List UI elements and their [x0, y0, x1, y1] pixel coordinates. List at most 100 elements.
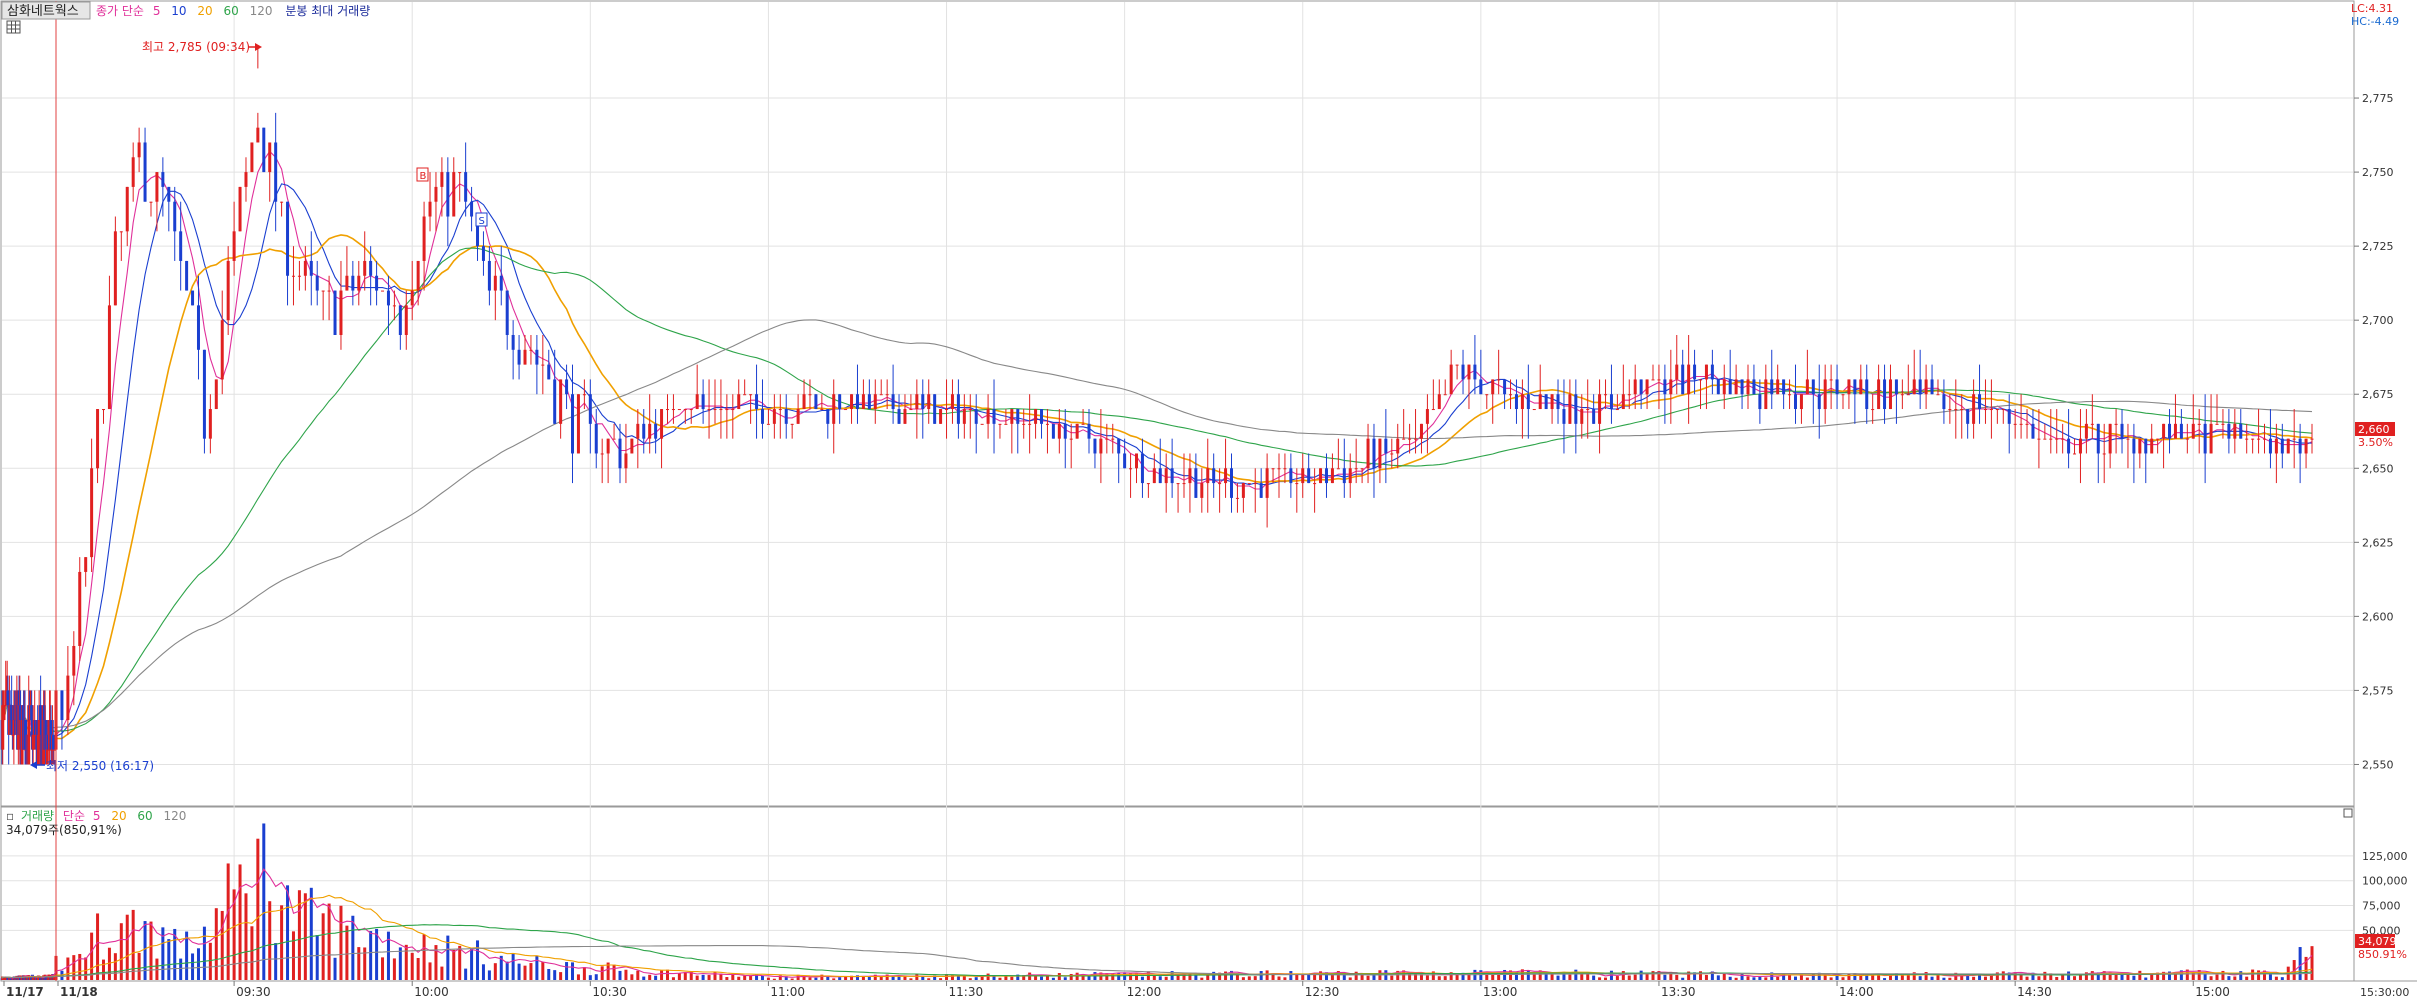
candle-body: [642, 423, 646, 439]
candle-body: [606, 438, 610, 454]
volume-panel-toggle-icon[interactable]: [2343, 808, 2353, 818]
volume-bar: [1307, 973, 1311, 980]
volume-bar: [1514, 972, 1518, 980]
volume-bar: [1592, 975, 1596, 980]
candle-body: [660, 409, 664, 439]
volume-bar: [250, 926, 254, 980]
volume-bar: [381, 957, 385, 980]
axes: 2,550 2,575 2,600 2,625 2,650 2,675 2,700 2,725…: [3, 92, 2408, 999]
volume-bar: [1960, 975, 1964, 980]
candle-body: [1532, 409, 1536, 411]
candle-body: [1764, 379, 1768, 410]
volume-bar: [2162, 971, 2166, 980]
volume-label: 거래량: [21, 809, 54, 823]
candle-body: [2078, 438, 2082, 454]
candle-body: [1473, 364, 1477, 380]
candle-body: [1271, 468, 1275, 470]
candle-body: [689, 409, 693, 411]
candle-body: [1307, 468, 1311, 484]
volume-bar: [1218, 972, 1222, 980]
candle-body: [974, 409, 978, 424]
candle-body: [1028, 423, 1032, 425]
volume-bar: [535, 955, 539, 980]
candle-body: [173, 201, 177, 232]
volume-bar: [1699, 971, 1703, 980]
candle-body: [167, 186, 171, 202]
volume-badge: [2355, 934, 2395, 948]
volume-bar: [974, 977, 978, 980]
volume-bar: [1408, 973, 1412, 980]
candle-body: [339, 290, 343, 335]
candle-body: [1010, 409, 1014, 424]
candle-body: [950, 394, 954, 410]
time-tick-label: 10:30: [592, 985, 627, 999]
volume-bar: [986, 973, 990, 980]
symbol-tab[interactable]: [1, 1, 91, 20]
candle-body: [921, 394, 925, 410]
candle-body: [648, 423, 652, 439]
candle-body: [671, 409, 675, 411]
candle-body: [30, 705, 34, 721]
volume-bar: [1348, 977, 1352, 980]
candle-body: [2239, 423, 2243, 439]
volume-bar: [1437, 976, 1441, 980]
volume-bar: [1835, 975, 1839, 980]
volume-bar: [291, 931, 295, 980]
candle-body: [1633, 379, 1637, 395]
volume-bar: [149, 921, 153, 980]
volume-bar: [262, 823, 266, 980]
candle-body: [2203, 423, 2207, 454]
hc-label: HC:-4.49: [2351, 15, 2399, 28]
candle-body: [1253, 483, 1257, 485]
price-tick-label: 2,750: [2362, 166, 2394, 179]
candle-body: [1918, 379, 1922, 395]
volume-bar: [2197, 970, 2201, 980]
volume-bar: [1883, 978, 1887, 980]
candle-body: [481, 246, 485, 261]
volume-bar: [1859, 975, 1863, 980]
candle-body: [2251, 438, 2255, 440]
volume-bar: [2132, 975, 2136, 980]
candle-body: [2156, 438, 2160, 440]
price-tick-label: 2,550: [2362, 758, 2394, 771]
candle-body: [4, 690, 8, 706]
candle-body: [1408, 438, 1412, 440]
candle-body: [1330, 468, 1334, 484]
candle-body: [1657, 379, 1661, 381]
candle-body: [1859, 379, 1863, 395]
candle-body: [1770, 379, 1774, 395]
candle-body: [885, 394, 889, 396]
volume-badge-value: 34,079: [2358, 935, 2397, 948]
volume-bar: [2150, 973, 2154, 980]
ma-20-label: 20: [197, 4, 212, 18]
candle-body: [2019, 423, 2023, 425]
candle-body: [1811, 379, 1815, 395]
candle-body: [2037, 438, 2041, 440]
volume-bar: [398, 947, 402, 980]
price-tick-label: 2,700: [2362, 314, 2394, 327]
volume-bar: [565, 962, 569, 980]
candle-body: [1419, 423, 1423, 439]
volume-bar: [1319, 971, 1323, 980]
volume-bar: [232, 889, 236, 980]
candle-body: [280, 201, 284, 203]
volume-bar: [1425, 975, 1429, 980]
volume-bar: [309, 887, 313, 980]
volume-bar: [167, 939, 171, 980]
candle-body: [309, 260, 313, 276]
candle-body: [1099, 438, 1103, 454]
volume-bar: [814, 977, 818, 980]
candle-body: [1693, 364, 1697, 380]
volume-bar: [2096, 972, 2100, 980]
volume-bar: [968, 978, 972, 980]
candle-body: [968, 409, 972, 411]
volume-bar: [1544, 973, 1548, 980]
grid-toggle-icon[interactable]: [6, 20, 21, 34]
volume-bar: [1419, 974, 1423, 980]
low-annotation: 최저 2,550 (16:17): [46, 759, 154, 773]
volume-bar: [1847, 973, 1851, 980]
candle-body: [1580, 409, 1584, 424]
volume-bar: [416, 957, 420, 980]
